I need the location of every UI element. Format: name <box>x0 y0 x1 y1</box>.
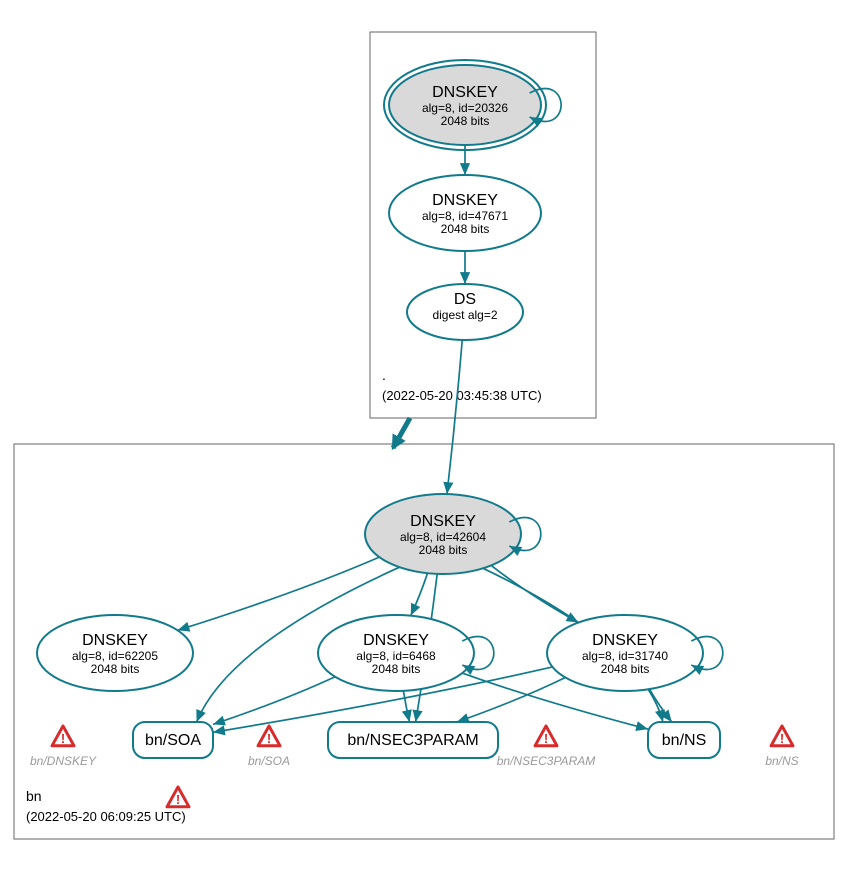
svg-text:alg=8, id=42604: alg=8, id=42604 <box>400 530 486 544</box>
edge <box>411 573 428 615</box>
node-bn_nsec3: bn/NSEC3PARAM <box>328 722 498 758</box>
zone-label-bn: bn <box>26 788 42 804</box>
svg-text:alg=8, id=6468: alg=8, id=6468 <box>356 649 436 663</box>
node-bn_soa: bn/SOA <box>133 722 213 758</box>
svg-text:bn/NSEC3PARAM: bn/NSEC3PARAM <box>347 732 478 749</box>
svg-text:2048 bits: 2048 bits <box>91 662 140 676</box>
svg-text:bn/NSEC3PARAM: bn/NSEC3PARAM <box>497 754 595 768</box>
edge <box>403 691 409 722</box>
edge <box>178 557 380 630</box>
svg-text:bn/NS: bn/NS <box>662 732 706 749</box>
svg-text:alg=8, id=62205: alg=8, id=62205 <box>72 649 158 663</box>
svg-text:digest alg=2: digest alg=2 <box>432 308 497 322</box>
svg-text:bn/SOA: bn/SOA <box>145 732 201 749</box>
svg-text:!: ! <box>176 792 180 807</box>
node-root_ksk: DNSKEYalg=8, id=203262048 bits <box>384 60 561 150</box>
node-bn_ns: bn/NS <box>648 722 720 758</box>
svg-text:!: ! <box>780 731 784 746</box>
svg-text:2048 bits: 2048 bits <box>419 543 468 557</box>
svg-text:bn/NS: bn/NS <box>765 754 798 768</box>
zone-label-root: . <box>382 367 386 383</box>
node-bn_zsk3: DNSKEYalg=8, id=317402048 bits <box>547 615 723 691</box>
svg-text:alg=8, id=20326: alg=8, id=20326 <box>422 101 508 115</box>
warning-icon: ! bn/SOA <box>248 726 290 768</box>
svg-text:2048 bits: 2048 bits <box>441 222 490 236</box>
svg-text:DNSKEY: DNSKEY <box>410 513 476 530</box>
svg-text:2048 bits: 2048 bits <box>441 114 490 128</box>
warning-icon: ! <box>167 787 189 807</box>
svg-text:DNSKEY: DNSKEY <box>363 632 429 649</box>
svg-text:DNSKEY: DNSKEY <box>82 632 148 649</box>
svg-text:DNSKEY: DNSKEY <box>432 192 498 209</box>
node-bn_ksk: DNSKEYalg=8, id=426042048 bits <box>365 494 541 574</box>
node-bn_zsk2: DNSKEYalg=8, id=64682048 bits <box>318 615 494 691</box>
warning-icon: ! bn/NS <box>765 726 798 768</box>
svg-text:!: ! <box>61 731 65 746</box>
svg-text:bn/SOA: bn/SOA <box>248 754 290 768</box>
svg-text:!: ! <box>544 731 548 746</box>
svg-text:DNSKEY: DNSKEY <box>592 632 658 649</box>
node-root_ds: DSdigest alg=2 <box>407 284 523 340</box>
zone-timestamp-root: (2022-05-20 03:45:38 UTC) <box>382 388 542 403</box>
svg-text:DS: DS <box>454 291 476 308</box>
edge <box>447 340 462 494</box>
svg-text:DNSKEY: DNSKEY <box>432 84 498 101</box>
zone-timestamp-bn: (2022-05-20 06:09:25 UTC) <box>26 809 186 824</box>
svg-text:alg=8, id=31740: alg=8, id=31740 <box>582 649 668 663</box>
node-bn_zsk1: DNSKEYalg=8, id=622052048 bits <box>37 615 193 691</box>
warning-icon: ! bn/NSEC3PARAM <box>497 726 595 768</box>
svg-text:2048 bits: 2048 bits <box>601 662 650 676</box>
warning-icon: ! bn/DNSKEY <box>30 726 97 768</box>
svg-text:bn/DNSKEY: bn/DNSKEY <box>30 754 97 768</box>
dnssec-diagram: . (2022-05-20 03:45:38 UTC) bn (2022-05-20 … <box>0 0 848 869</box>
svg-text:!: ! <box>267 731 271 746</box>
svg-text:alg=8, id=47671: alg=8, id=47671 <box>422 209 508 223</box>
node-root_zsk: DNSKEYalg=8, id=476712048 bits <box>389 175 541 251</box>
edge <box>213 677 335 725</box>
svg-text:2048 bits: 2048 bits <box>372 662 421 676</box>
